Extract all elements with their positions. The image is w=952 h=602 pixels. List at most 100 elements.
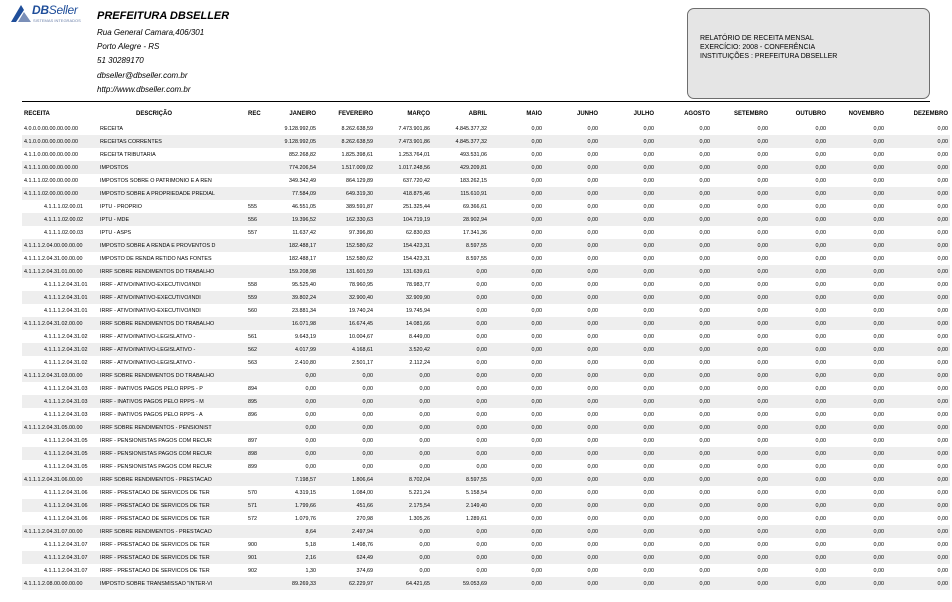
cell-month-value: 0,00 xyxy=(656,525,712,538)
cell-code: 4.1.1.1.2.04.31.03 xyxy=(22,382,100,395)
cell-month-value: 23.881,34 xyxy=(263,304,318,317)
cell-month-value: 0,00 xyxy=(656,499,712,512)
cell-month-value: 0,00 xyxy=(600,486,656,499)
cell-month-value: 0,00 xyxy=(318,460,375,473)
cell-month-value: 8.597,55 xyxy=(432,252,489,265)
cell-month-value: 637.720,42 xyxy=(375,174,432,187)
cell-month-value: 0,00 xyxy=(828,226,886,239)
cell-rec: 556 xyxy=(248,213,263,226)
cell-month-value: 0,00 xyxy=(828,330,886,343)
cell-month-value: 0,00 xyxy=(828,122,886,135)
table-row: 4.1.1.1.02.00.03 IPTU - ASPS 557 11.637,42 9… xyxy=(22,226,950,239)
table-row: 4.1.1.1.2.04.31.01 IRRF - ATIVO/INATIVO-E… xyxy=(22,304,950,317)
cell-month-value: 0,00 xyxy=(600,408,656,421)
cell-rec xyxy=(248,122,263,135)
cell-code: 4.1.1.1.2.04.31.01.00.00 xyxy=(22,265,100,278)
cell-month-value: 131.601,59 xyxy=(318,265,375,278)
cell-rec xyxy=(248,317,263,330)
cell-month-value: 0,00 xyxy=(544,369,600,382)
cell-month-value: 0,00 xyxy=(770,512,828,525)
cell-description: IPTU - PROPRIO xyxy=(100,200,248,213)
cell-rec xyxy=(248,369,263,382)
cell-month-value: 0,00 xyxy=(828,460,886,473)
cell-month-value: 0,00 xyxy=(886,460,950,473)
cell-month-value: 0,00 xyxy=(656,434,712,447)
cell-month-value: 418.875,46 xyxy=(375,187,432,200)
cell-month-value: 0,00 xyxy=(489,265,544,278)
cell-month-value: 0,00 xyxy=(544,447,600,460)
cell-month-value: 0,00 xyxy=(263,460,318,473)
cell-month-value: 0,00 xyxy=(318,434,375,447)
cell-month-value: 0,00 xyxy=(600,161,656,174)
cell-month-value: 0,00 xyxy=(375,525,432,538)
cell-code: 4.1.1.1.2.04.31.00.00.00 xyxy=(22,252,100,265)
cell-month-value: 0,00 xyxy=(432,421,489,434)
cell-month-value: 0,00 xyxy=(263,382,318,395)
table-row: 4.1.1.1.2.04.31.03.00.00 IRRF SOBRE RENDI… xyxy=(22,369,950,382)
cell-month-value: 0,00 xyxy=(600,564,656,577)
cell-description: IRRF - PRESTACAO DE SERVICOS DE TER xyxy=(100,564,248,577)
cell-month-value: 0,00 xyxy=(656,551,712,564)
cell-month-value: 0,00 xyxy=(432,317,489,330)
cell-month-value: 89.269,33 xyxy=(263,577,318,590)
cell-month-value: 0,00 xyxy=(770,499,828,512)
cell-month-value: 1.017.248,56 xyxy=(375,161,432,174)
cell-rec: 898 xyxy=(248,447,263,460)
cell-month-value: 0,00 xyxy=(544,239,600,252)
cell-month-value: 0,00 xyxy=(600,330,656,343)
table-row: 4.1.1.1.2.04.31.06 IRRF - PRESTACAO DE SE… xyxy=(22,512,950,525)
cell-month-value: 8.262.638,59 xyxy=(318,122,375,135)
cell-month-value: 16.071,98 xyxy=(263,317,318,330)
cell-month-value: 0,00 xyxy=(489,252,544,265)
cell-month-value: 493.531,06 xyxy=(432,148,489,161)
cell-description: IRRF - ATIVO/INATIVO-LEGISLATIVO - xyxy=(100,343,248,356)
cell-month-value: 7.473.901,86 xyxy=(375,135,432,148)
cell-month-value: 8.597,55 xyxy=(432,239,489,252)
cell-rec: 902 xyxy=(248,564,263,577)
cell-month-value: 4.845.377,32 xyxy=(432,135,489,148)
cell-month-value: 0,00 xyxy=(544,473,600,486)
cell-code: 4.1.1.1.2.04.31.05 xyxy=(22,460,100,473)
cell-month-value: 19.745,94 xyxy=(375,304,432,317)
cell-month-value: 0,00 xyxy=(886,317,950,330)
cell-month-value: 0,00 xyxy=(600,187,656,200)
cell-month-value: 0,00 xyxy=(828,343,886,356)
cell-month-value: 0,00 xyxy=(432,460,489,473)
cell-month-value: 0,00 xyxy=(886,512,950,525)
cell-month-value: 0,00 xyxy=(770,226,828,239)
cell-month-value: 0,00 xyxy=(828,304,886,317)
cell-month-value: 389.591,87 xyxy=(318,200,375,213)
cell-rec xyxy=(248,187,263,200)
cell-month-value: 0,00 xyxy=(544,213,600,226)
table-row: 4.1.1.1.2.04.31.01.00.00 IRRF SOBRE RENDI… xyxy=(22,265,950,278)
cell-month-value: 0,00 xyxy=(656,304,712,317)
cell-month-value: 0,00 xyxy=(770,213,828,226)
cell-month-value: 0,00 xyxy=(770,486,828,499)
cell-month-value: 0,00 xyxy=(489,226,544,239)
table-row: 4.1.1.1.00.00.00.00.00 IMPOSTOS 774.206,54… xyxy=(22,161,950,174)
cell-month-value: 0,00 xyxy=(656,421,712,434)
column-header: AGOSTO xyxy=(684,111,710,117)
cell-month-value: 0,00 xyxy=(600,512,656,525)
cell-month-value: 0,00 xyxy=(712,538,770,551)
cell-month-value: 0,00 xyxy=(886,551,950,564)
cell-month-value: 0,00 xyxy=(544,421,600,434)
cell-description: IRRF - ATIVO/INATIVO-EXECUTIVO/INDI xyxy=(100,304,248,317)
cell-description: RECEITA xyxy=(100,122,248,135)
cell-month-value: 7.473.901,86 xyxy=(375,122,432,135)
cell-month-value: 0,00 xyxy=(375,551,432,564)
cell-month-value: 0,00 xyxy=(544,317,600,330)
cell-code: 4.1.1.1.02.00.00.00.00 xyxy=(22,174,100,187)
cell-code: 4.1.1.1.2.04.31.06 xyxy=(22,486,100,499)
cell-month-value: 0,00 xyxy=(489,486,544,499)
table-row: 4.1.1.1.2.04.31.07 IRRF - PRESTACAO DE SE… xyxy=(22,551,950,564)
cell-month-value: 1.289,61 xyxy=(432,512,489,525)
cell-month-value: 0,00 xyxy=(318,395,375,408)
cell-month-value: 0,00 xyxy=(656,356,712,369)
cell-code: 4.1.1.1.2.04.31.02 xyxy=(22,356,100,369)
report-title: RELATÓRIO DE RECEITA MENSAL xyxy=(700,35,814,42)
cell-month-value: 0,00 xyxy=(886,382,950,395)
cell-month-value: 0,00 xyxy=(600,395,656,408)
cell-month-value: 0,00 xyxy=(489,408,544,421)
cell-month-value: 0,00 xyxy=(886,174,950,187)
